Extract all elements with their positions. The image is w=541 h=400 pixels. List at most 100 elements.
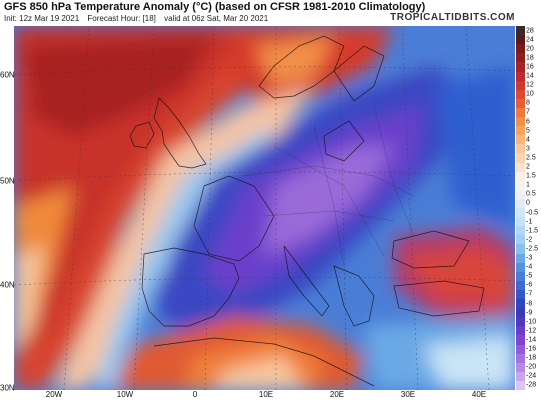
colorbar-swatch	[516, 117, 525, 127]
colorbar-swatch	[516, 26, 525, 36]
colorbar-swatch	[516, 180, 525, 191]
colorbar-tick-label: 1.5	[526, 172, 536, 180]
anomaly-map[interactable]	[14, 26, 515, 390]
colorbar-swatch	[516, 226, 525, 236]
colorbar-swatch	[516, 280, 525, 291]
colorbar-swatch	[516, 271, 525, 282]
colorbar-swatch	[516, 326, 525, 336]
colorbar-tick-label: -3	[526, 254, 533, 262]
colorbar-swatch	[516, 217, 525, 227]
colorbar-swatch	[516, 289, 525, 300]
valid-time: valid at 06z Sat, Mar 20 2021	[164, 14, 269, 23]
colorbar-swatch	[516, 35, 525, 45]
colorbar-tick-label: 7	[526, 108, 530, 116]
colorbar-swatch	[516, 189, 525, 200]
colorbar-swatch	[516, 126, 525, 136]
colorbar-swatch	[516, 53, 525, 63]
colorbar-swatch	[516, 80, 525, 91]
colorbar-tick-label: -28	[526, 381, 537, 389]
colorbar-tick-label: 2	[526, 163, 530, 171]
colorbar-tick-label: -8	[526, 300, 533, 308]
colorbar-tick-label: 3	[526, 145, 530, 153]
colorbar-tick-label: 14	[526, 72, 534, 80]
colorbar-tick-label: -9	[526, 309, 533, 317]
colorbar-swatch	[516, 253, 525, 264]
colorbar-tick-label: -6	[526, 281, 533, 289]
colorbar-tick-label: -5	[526, 272, 533, 280]
anomaly-field	[14, 26, 515, 390]
lon-label-30e: 30E	[400, 390, 416, 399]
colorbar-swatch	[516, 135, 525, 145]
colorbar-swatch	[516, 208, 525, 218]
init-time: Init: 12z Mar 19 2021	[4, 14, 80, 23]
colorbar-tick-label: 5	[526, 127, 530, 135]
lat-label-60n: 60N	[0, 70, 15, 80]
colorbar-tick-label: 16	[526, 63, 534, 71]
colorbar-swatch	[516, 262, 525, 273]
colorbar-tick-label: 0	[526, 199, 530, 207]
colorbar-tick-label: -14	[526, 336, 537, 344]
colorbar-swatch	[516, 353, 525, 364]
colorbar-tick-label: 4	[526, 136, 530, 144]
colorbar-swatch	[516, 162, 525, 173]
colorbar-swatch	[516, 71, 525, 82]
colorbar-tick-label: -16	[526, 345, 537, 353]
colorbar-tick-label: -18	[526, 354, 537, 362]
colorbar-swatch	[516, 308, 525, 318]
lat-label-30n: 30N	[0, 383, 15, 393]
colorbar-tick-label: -7	[526, 290, 533, 298]
colorbar-swatch	[516, 144, 525, 154]
colorbar-tick-label: 1	[526, 181, 530, 189]
colorbar-tick-label: -12	[526, 327, 537, 335]
colorbar-swatch	[516, 335, 525, 345]
lon-label-0: 0	[192, 390, 198, 399]
lon-label-10w: 10W	[116, 390, 134, 399]
colorbar-swatch	[516, 89, 525, 100]
colorbar-swatch	[516, 153, 525, 163]
brand-watermark: TROPICALTIDBITS.COM	[390, 12, 515, 23]
colorbar-tick-label: 24	[526, 36, 534, 44]
colorbar-swatch	[516, 98, 525, 109]
colorbar-swatch	[516, 198, 525, 209]
colorbar-tick-label: 8	[526, 99, 530, 107]
colorbar-tick-label: -1	[526, 218, 533, 226]
colorbar-tick-label: -1.5	[526, 227, 539, 235]
colorbar-tick-label: 20	[526, 45, 534, 53]
colorbar-tick-label: -20	[526, 363, 537, 371]
colorbar-tick-label: 12	[526, 81, 534, 89]
colorbar-swatch	[516, 171, 525, 182]
lat-label-50n: 50N	[0, 176, 15, 186]
colorbar-swatch	[516, 371, 525, 382]
lat-label-40n: 40N	[0, 280, 15, 290]
lon-label-10e: 10E	[258, 390, 274, 399]
map-subtitle: Init: 12z Mar 19 2021 Forecast Hour: [18…	[4, 14, 274, 23]
colorbar-tick-label: -2.5	[526, 245, 539, 253]
colorbar-swatch	[516, 299, 525, 309]
map-title: GFS 850 hPa Temperature Anomaly (°C) (ba…	[4, 1, 426, 13]
graticule	[14, 26, 515, 390]
colorbar-swatch	[516, 344, 525, 355]
colorbar-tick-label: 6	[526, 118, 530, 126]
colorbar-swatch	[516, 380, 525, 391]
colorbar-swatch	[516, 107, 525, 118]
colorbar-swatch	[516, 62, 525, 72]
colorbar-tick-label: 2.5	[526, 154, 536, 162]
colorbar-swatch	[516, 244, 525, 254]
colorbar-tick-label: -0.5	[526, 209, 539, 217]
colorbar-tick-label: 10	[526, 90, 534, 98]
colorbar-swatch	[516, 235, 525, 245]
forecast-hour: Forecast Hour: [18]	[87, 14, 156, 23]
colorbar-tick-label: 28	[526, 27, 534, 35]
colorbar-swatch	[516, 44, 525, 54]
colorbar-tick-label: -4	[526, 263, 533, 271]
lon-label-40e: 40E	[471, 390, 487, 399]
colorbar-tick-label: -10	[526, 318, 537, 326]
lon-label-20e: 20E	[329, 390, 345, 399]
colorbar-swatch	[516, 317, 525, 327]
lon-label-20w: 20W	[45, 390, 63, 399]
colorbar-swatch	[516, 362, 525, 373]
colorbar-tick-label: 0.5	[526, 190, 536, 198]
colorbar-tick-label: 18	[526, 54, 534, 62]
colorbar	[516, 26, 525, 391]
colorbar-tick-label: -24	[526, 372, 537, 380]
